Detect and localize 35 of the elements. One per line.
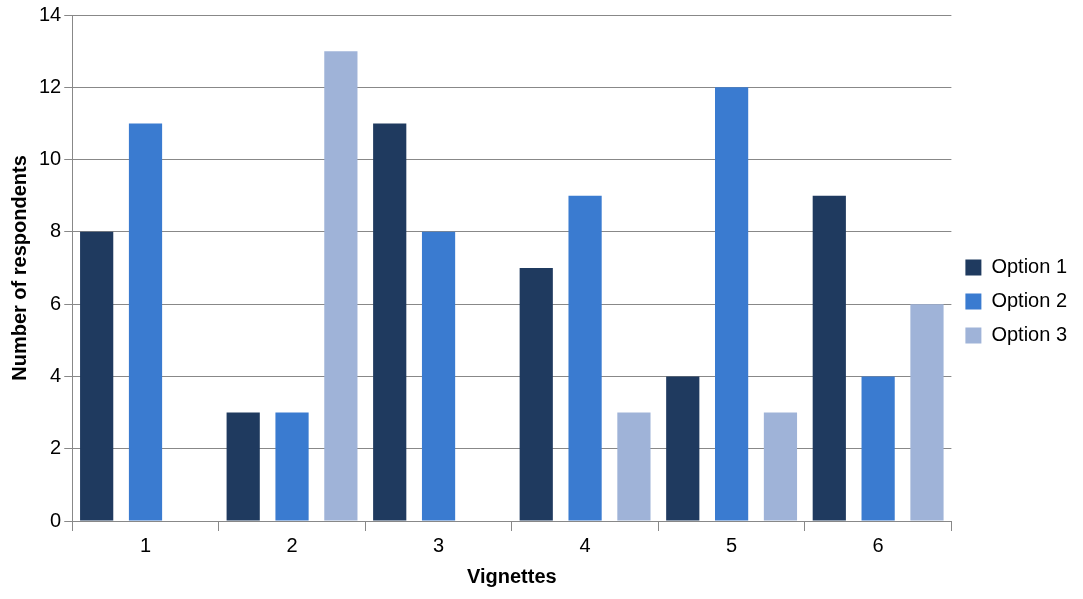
bar: [910, 304, 944, 521]
bar: [666, 376, 700, 521]
legend-label: Option 1: [991, 255, 1067, 278]
x-axis-title: Vignettes: [466, 564, 557, 587]
bar: [763, 412, 798, 521]
y-tick-label: 2: [50, 436, 62, 459]
bar: [80, 231, 114, 521]
bar: [812, 195, 846, 521]
legend-label: Option 3: [991, 323, 1067, 346]
bar: [519, 268, 553, 521]
y-tick-label: 6: [50, 291, 62, 314]
bar: [715, 87, 749, 521]
y-axis-title: Number of respondents: [7, 155, 30, 381]
x-tick-label: 1: [139, 533, 152, 556]
bar: [275, 412, 309, 521]
legend-label: Option 2: [991, 289, 1067, 312]
bar: [324, 51, 358, 521]
x-tick-label: 2: [286, 533, 298, 556]
y-tick-label: 4: [50, 363, 62, 386]
x-tick-label: 4: [579, 533, 591, 556]
bar: [421, 231, 456, 521]
y-tick-label: 10: [39, 147, 62, 170]
bar: [568, 195, 602, 521]
y-tick-label: 8: [50, 219, 62, 242]
bar: [861, 376, 895, 521]
y-tick-label: 12: [39, 74, 62, 97]
x-tick-label: 5: [726, 533, 738, 556]
bar: [373, 123, 407, 521]
bar: [128, 123, 163, 521]
y-tick-label: 0: [50, 508, 62, 531]
x-tick-label: 6: [872, 533, 884, 556]
x-tick-label: 3: [433, 533, 445, 556]
y-tick-label: 14: [39, 2, 62, 25]
bar: [226, 412, 260, 521]
bar: [617, 412, 651, 521]
